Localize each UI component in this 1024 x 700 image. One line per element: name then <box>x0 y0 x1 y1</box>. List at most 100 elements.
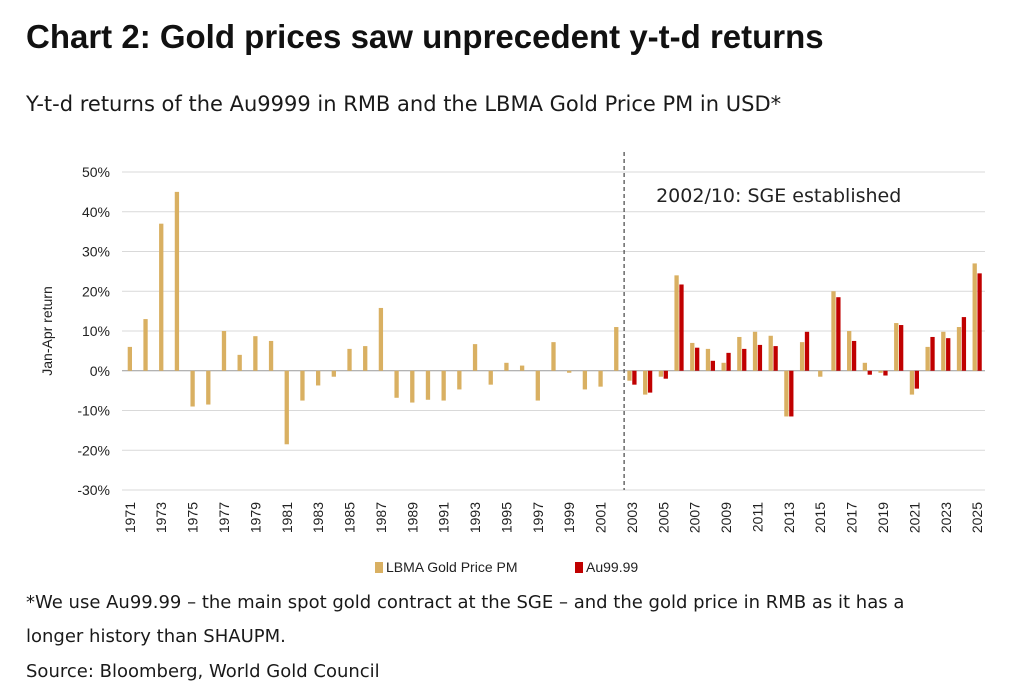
bar-lbma-2019 <box>878 370 883 373</box>
bar-au9999-2003 <box>632 370 637 385</box>
bar-lbma-2021 <box>909 370 915 395</box>
bar-lbma-1988 <box>394 370 399 398</box>
bar-au9999-2010 <box>742 348 747 371</box>
x-tick-label: 1979 <box>247 502 263 533</box>
y-tick-label: 30% <box>82 244 110 260</box>
footnote-line-2: longer history than SHAUPM. <box>26 626 286 647</box>
bar-lbma-2024 <box>956 327 962 371</box>
bar-lbma-1980 <box>268 340 274 371</box>
x-tick-label: 2025 <box>969 502 985 533</box>
x-tick-label: 2023 <box>938 502 954 533</box>
bar-lbma-1994 <box>488 370 493 385</box>
bar-au9999-2014 <box>804 331 810 371</box>
bar-lbma-2017 <box>847 331 852 371</box>
bar-au9999-2019 <box>883 370 888 376</box>
bar-lbma-2025 <box>972 263 977 371</box>
bar-au9999-2004 <box>647 370 653 393</box>
bar-lbma-2009 <box>721 362 726 371</box>
bar-lbma-1996 <box>519 365 525 371</box>
x-tick-label: 1977 <box>216 502 232 533</box>
y-gridlines <box>122 171 985 491</box>
bar-lbma-2014 <box>799 342 805 371</box>
bar-au9999-2008 <box>710 360 716 371</box>
x-tick-label: 1983 <box>310 502 326 533</box>
x-tick-label: 2017 <box>844 502 860 533</box>
x-tick-label: 2009 <box>718 502 734 533</box>
x-tick-label: 2007 <box>687 502 703 533</box>
bar-lbma-1977 <box>221 331 227 371</box>
source-note: Source: Bloomberg, World Gold Council <box>26 661 380 682</box>
bar-lbma-1986 <box>363 346 368 371</box>
bar-lbma-2011 <box>752 331 758 371</box>
bar-lbma-1981 <box>284 370 289 445</box>
x-tick-label: 1997 <box>530 502 546 533</box>
bar-lbma-1991 <box>441 370 446 401</box>
bar-lbma-1999 <box>567 370 572 373</box>
bar-au9999-2005 <box>663 370 668 379</box>
bar-lbma-1987 <box>378 307 384 371</box>
bar-lbma-2022 <box>925 346 930 371</box>
bar-lbma-2002 <box>614 327 619 371</box>
bar-lbma-1993 <box>472 344 478 371</box>
footnote-line-1: *We use Au99.99 – the main spot gold con… <box>26 592 905 613</box>
bars <box>127 191 982 445</box>
x-tick-label: 1985 <box>342 502 358 533</box>
bar-au9999-2022 <box>930 336 935 371</box>
y-tick-label: -20% <box>77 442 110 458</box>
bar-lbma-2016 <box>831 291 836 371</box>
bar-lbma-1982 <box>300 370 305 401</box>
bar-lbma-1985 <box>347 348 352 371</box>
legend-label-lbma: LBMA Gold Price PM <box>386 559 518 575</box>
bar-au9999-2025 <box>977 273 982 371</box>
legend-swatch-lbma <box>375 562 383 573</box>
bar-au9999-2020 <box>899 325 904 371</box>
bar-lbma-2006 <box>674 275 679 371</box>
x-tick-label: 1975 <box>185 502 201 533</box>
x-tick-label: 2005 <box>655 502 671 533</box>
bar-lbma-1998 <box>551 342 556 371</box>
bar-lbma-2015 <box>818 370 823 377</box>
bar-lbma-1973 <box>159 223 164 371</box>
bar-au9999-2023 <box>946 338 951 371</box>
bar-lbma-2018 <box>862 362 868 371</box>
bar-lbma-2010 <box>737 336 742 371</box>
y-axis: -30% -20% -10% 0% 10% 20% 30% 40% 50% <box>77 164 110 498</box>
x-tick-label: 1987 <box>373 502 389 533</box>
bar-au9999-2013 <box>789 370 794 417</box>
x-tick-label: 1971 <box>122 502 138 533</box>
y-tick-label: 40% <box>82 204 110 220</box>
x-tick-label: 2013 <box>781 502 797 533</box>
bar-au9999-2006 <box>679 284 684 371</box>
x-tick-label: 2011 <box>750 502 766 532</box>
y-tick-label: -10% <box>77 403 110 419</box>
bar-au9999-2007 <box>695 347 700 371</box>
bar-lbma-1997 <box>535 370 540 401</box>
x-tick-label: 1973 <box>153 502 169 533</box>
bar-lbma-1990 <box>425 370 431 400</box>
bar-lbma-2020 <box>894 323 899 371</box>
x-tick-label: 1999 <box>561 502 577 533</box>
x-tick-label: 1993 <box>467 502 483 533</box>
x-tick-label: 2021 <box>906 502 922 533</box>
bar-au9999-2009 <box>726 352 731 371</box>
bar-lbma-1984 <box>331 370 336 377</box>
x-tick-label: 1991 <box>436 502 452 533</box>
y-tick-label: 10% <box>82 323 110 339</box>
y-tick-label: 50% <box>82 164 110 180</box>
x-tick-label: 1981 <box>279 502 295 533</box>
bar-lbma-2013 <box>784 370 789 417</box>
legend-label-au9999: Au99.99 <box>586 559 638 575</box>
bar-lbma-1992 <box>457 370 462 390</box>
bar-au9999-2024 <box>961 317 967 371</box>
bar-au9999-2012 <box>773 346 778 371</box>
bar-lbma-1983 <box>315 370 321 386</box>
bar-lbma-2000 <box>582 370 588 390</box>
bar-lbma-1978 <box>237 354 242 371</box>
bar-lbma-2012 <box>768 335 773 371</box>
bar-au9999-2018 <box>867 370 872 375</box>
bar-chart: -30%-20%-10%0%10%20%30%40%50% 1971 1973 19… <box>39 152 985 575</box>
chart-title: Chart 2: Gold prices saw unprecedent y-t… <box>26 18 824 55</box>
y-axis-label: Jan-Apr return <box>39 286 55 375</box>
x-tick-label: 1989 <box>404 502 420 533</box>
bar-lbma-1995 <box>504 362 509 371</box>
